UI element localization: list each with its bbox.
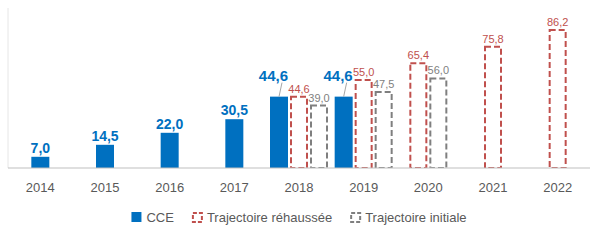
bar (31, 157, 49, 168)
legend-swatch (351, 213, 360, 222)
data-label: 55,0 (353, 66, 374, 78)
x-tick-label: 2020 (414, 180, 443, 195)
bar (335, 97, 353, 168)
legend-label: CCE (146, 210, 174, 225)
data-label: 44,6 (288, 83, 309, 95)
data-label: 14,5 (91, 128, 118, 144)
data-label: 44,6 (323, 67, 352, 84)
x-tick-label: 2015 (91, 180, 120, 195)
legend-item: CCE (131, 210, 174, 225)
data-label: 86,2 (547, 16, 568, 28)
legend-item: Trajectoire initiale (351, 210, 466, 225)
bar (376, 92, 392, 168)
x-tick-label: 2019 (349, 180, 378, 195)
x-tick-label: 2021 (479, 180, 508, 195)
bar (485, 47, 501, 168)
bars (31, 30, 565, 168)
legend-swatch (193, 213, 202, 222)
bar (311, 106, 327, 168)
bar (96, 145, 114, 168)
bar (270, 97, 288, 168)
bar (356, 80, 372, 168)
label-leader (279, 83, 282, 97)
bar (161, 133, 179, 168)
bar (410, 63, 426, 168)
bar (291, 97, 307, 168)
bar (225, 119, 243, 168)
legend-item: Trajectoire réhaussée (193, 210, 332, 225)
legend-swatch (131, 212, 141, 222)
x-tick-label: 2018 (285, 180, 314, 195)
x-tick-label: 2016 (155, 180, 184, 195)
legend-label: Trajectoire initiale (365, 210, 466, 225)
y-axis-line (8, 8, 9, 168)
chart: 7,014,522,030,544,644,639,044,655,047,56… (0, 0, 598, 236)
label-leader (344, 83, 347, 97)
bar (550, 30, 566, 168)
data-label: 7,0 (31, 140, 51, 156)
data-label: 30,5 (221, 102, 248, 118)
data-label: 39,0 (308, 92, 329, 104)
bar (430, 78, 446, 168)
data-label: 56,0 (428, 64, 449, 76)
data-label: 22,0 (156, 116, 183, 132)
x-axis-line (8, 168, 590, 169)
data-label: 65,4 (408, 49, 429, 61)
data-label: 44,6 (259, 67, 288, 84)
legend-label: Trajectoire réhaussée (207, 210, 332, 225)
data-label: 75,8 (482, 33, 503, 45)
data-labels: 7,014,522,030,544,644,639,044,655,047,56… (31, 16, 569, 156)
x-tick-label: 2017 (220, 180, 249, 195)
legend: CCE Trajectoire réhaussée Trajectoire init… (131, 210, 466, 225)
x-tick-label: 2014 (26, 180, 55, 195)
x-tick-label: 2022 (543, 180, 572, 195)
data-label: 47,5 (373, 78, 394, 90)
